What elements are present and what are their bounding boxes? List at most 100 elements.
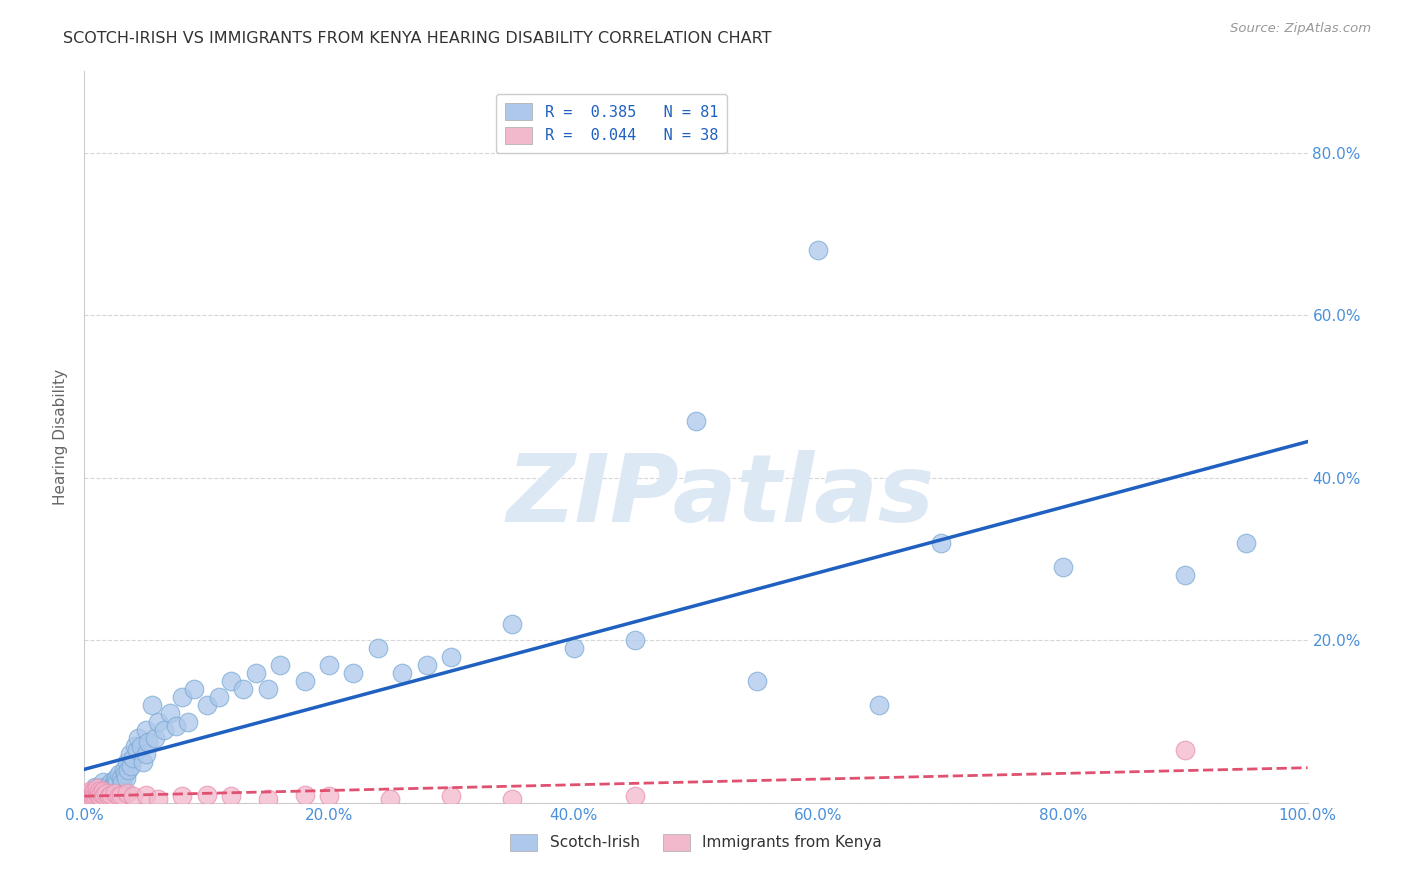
Scotch-Irish xyxy=(100,775,122,789)
Y-axis label: Hearing Disability: Hearing Disability xyxy=(53,369,69,505)
Legend: Scotch-Irish, Immigrants from Kenya: Scotch-Irish, Immigrants from Kenya xyxy=(503,828,889,857)
Scotch-Irish xyxy=(97,783,120,797)
Scotch-Irish xyxy=(440,649,463,664)
Immigrants from Kenya xyxy=(77,789,100,804)
Scotch-Irish xyxy=(125,743,148,757)
Scotch-Irish xyxy=(391,665,413,680)
Scotch-Irish xyxy=(96,780,118,794)
Immigrants from Kenya xyxy=(624,789,647,804)
Immigrants from Kenya xyxy=(79,783,101,797)
Scotch-Irish xyxy=(82,783,104,797)
Scotch-Irish xyxy=(100,780,122,794)
Scotch-Irish xyxy=(342,665,364,680)
Scotch-Irish xyxy=(97,781,120,796)
Immigrants from Kenya xyxy=(195,788,218,802)
Scotch-Irish xyxy=(177,714,200,729)
Immigrants from Kenya xyxy=(115,786,138,800)
Immigrants from Kenya xyxy=(86,786,108,800)
Scotch-Irish xyxy=(127,731,149,745)
Scotch-Irish xyxy=(83,789,105,804)
Scotch-Irish xyxy=(807,243,830,257)
Scotch-Irish xyxy=(143,731,166,745)
Scotch-Irish xyxy=(869,698,891,713)
Scotch-Irish xyxy=(86,781,108,796)
Immigrants from Kenya xyxy=(110,788,132,802)
Scotch-Irish xyxy=(107,767,129,781)
Immigrants from Kenya xyxy=(380,791,402,805)
Scotch-Irish xyxy=(135,747,157,761)
Scotch-Irish xyxy=(89,780,111,794)
Immigrants from Kenya xyxy=(84,788,107,802)
Immigrants from Kenya xyxy=(135,788,157,802)
Scotch-Irish xyxy=(110,780,132,794)
Immigrants from Kenya xyxy=(172,789,194,804)
Immigrants from Kenya xyxy=(96,786,118,800)
Immigrants from Kenya xyxy=(257,791,280,805)
Scotch-Irish xyxy=(124,739,146,753)
Scotch-Irish xyxy=(146,714,169,729)
Scotch-Irish xyxy=(117,764,139,778)
Scotch-Irish xyxy=(135,723,157,737)
Text: ZIPatlas: ZIPatlas xyxy=(506,450,935,541)
Scotch-Irish xyxy=(122,751,145,765)
Scotch-Irish xyxy=(115,755,138,769)
Scotch-Irish xyxy=(97,778,120,792)
Scotch-Irish xyxy=(118,747,141,761)
Scotch-Irish xyxy=(87,783,110,797)
Scotch-Irish xyxy=(115,772,138,786)
Scotch-Irish xyxy=(318,657,340,672)
Scotch-Irish xyxy=(153,723,176,737)
Scotch-Irish xyxy=(114,767,136,781)
Immigrants from Kenya xyxy=(87,788,110,802)
Immigrants from Kenya xyxy=(87,783,110,797)
Immigrants from Kenya xyxy=(97,789,120,804)
Immigrants from Kenya xyxy=(219,789,242,804)
Scotch-Irish xyxy=(84,780,107,794)
Scotch-Irish xyxy=(1052,560,1074,574)
Immigrants from Kenya xyxy=(122,789,145,804)
Scotch-Irish xyxy=(93,783,115,797)
Scotch-Irish xyxy=(159,706,181,721)
Immigrants from Kenya xyxy=(91,783,114,797)
Immigrants from Kenya xyxy=(79,786,101,800)
Scotch-Irish xyxy=(98,781,121,796)
Immigrants from Kenya xyxy=(93,788,115,802)
Immigrants from Kenya xyxy=(318,789,340,804)
Scotch-Irish xyxy=(367,641,389,656)
Scotch-Irish xyxy=(165,718,187,732)
Immigrants from Kenya xyxy=(86,781,108,796)
Scotch-Irish xyxy=(111,775,134,789)
Immigrants from Kenya xyxy=(294,788,316,802)
Scotch-Irish xyxy=(232,681,254,696)
Scotch-Irish xyxy=(685,414,707,428)
Scotch-Irish xyxy=(294,673,316,688)
Immigrants from Kenya xyxy=(440,789,463,804)
Immigrants from Kenya xyxy=(104,786,127,800)
Scotch-Irish xyxy=(94,786,117,800)
Scotch-Irish xyxy=(269,657,291,672)
Scotch-Irish xyxy=(112,764,135,778)
Scotch-Irish xyxy=(136,735,159,749)
Scotch-Irish xyxy=(562,641,585,656)
Text: Source: ZipAtlas.com: Source: ZipAtlas.com xyxy=(1230,22,1371,36)
Scotch-Irish xyxy=(132,755,155,769)
Immigrants from Kenya xyxy=(107,789,129,804)
Scotch-Irish xyxy=(87,788,110,802)
Scotch-Irish xyxy=(79,788,101,802)
Scotch-Irish xyxy=(624,633,647,648)
Immigrants from Kenya xyxy=(1174,743,1197,757)
Immigrants from Kenya xyxy=(77,788,100,802)
Scotch-Irish xyxy=(208,690,231,705)
Immigrants from Kenya xyxy=(90,786,112,800)
Scotch-Irish xyxy=(502,617,524,632)
Text: SCOTCH-IRISH VS IMMIGRANTS FROM KENYA HEARING DISABILITY CORRELATION CHART: SCOTCH-IRISH VS IMMIGRANTS FROM KENYA HE… xyxy=(63,31,772,46)
Immigrants from Kenya xyxy=(82,789,104,804)
Scotch-Irish xyxy=(107,783,129,797)
Scotch-Irish xyxy=(104,778,127,792)
Immigrants from Kenya xyxy=(502,791,524,805)
Scotch-Irish xyxy=(183,681,205,696)
Scotch-Irish xyxy=(91,788,114,802)
Scotch-Irish xyxy=(91,775,114,789)
Scotch-Irish xyxy=(104,772,127,787)
Scotch-Irish xyxy=(1236,535,1258,549)
